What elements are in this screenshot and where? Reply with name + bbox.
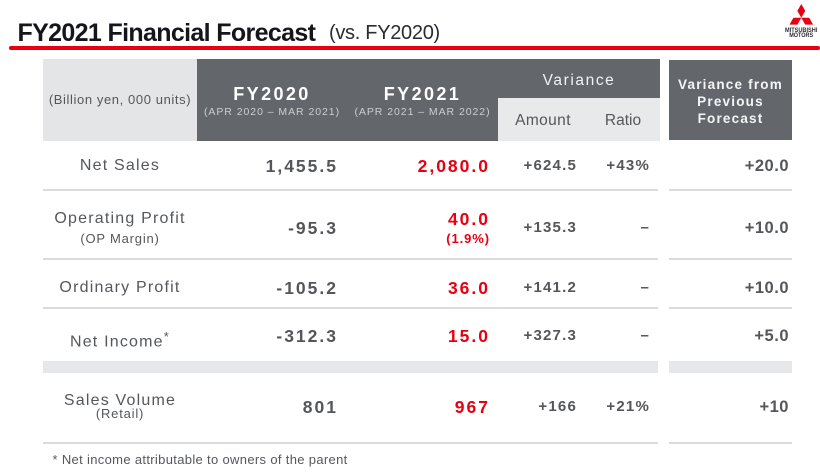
svg-text:MITSUBISHI: MITSUBISHI — [785, 27, 818, 34]
svg-text:MOTORS: MOTORS — [789, 32, 813, 39]
